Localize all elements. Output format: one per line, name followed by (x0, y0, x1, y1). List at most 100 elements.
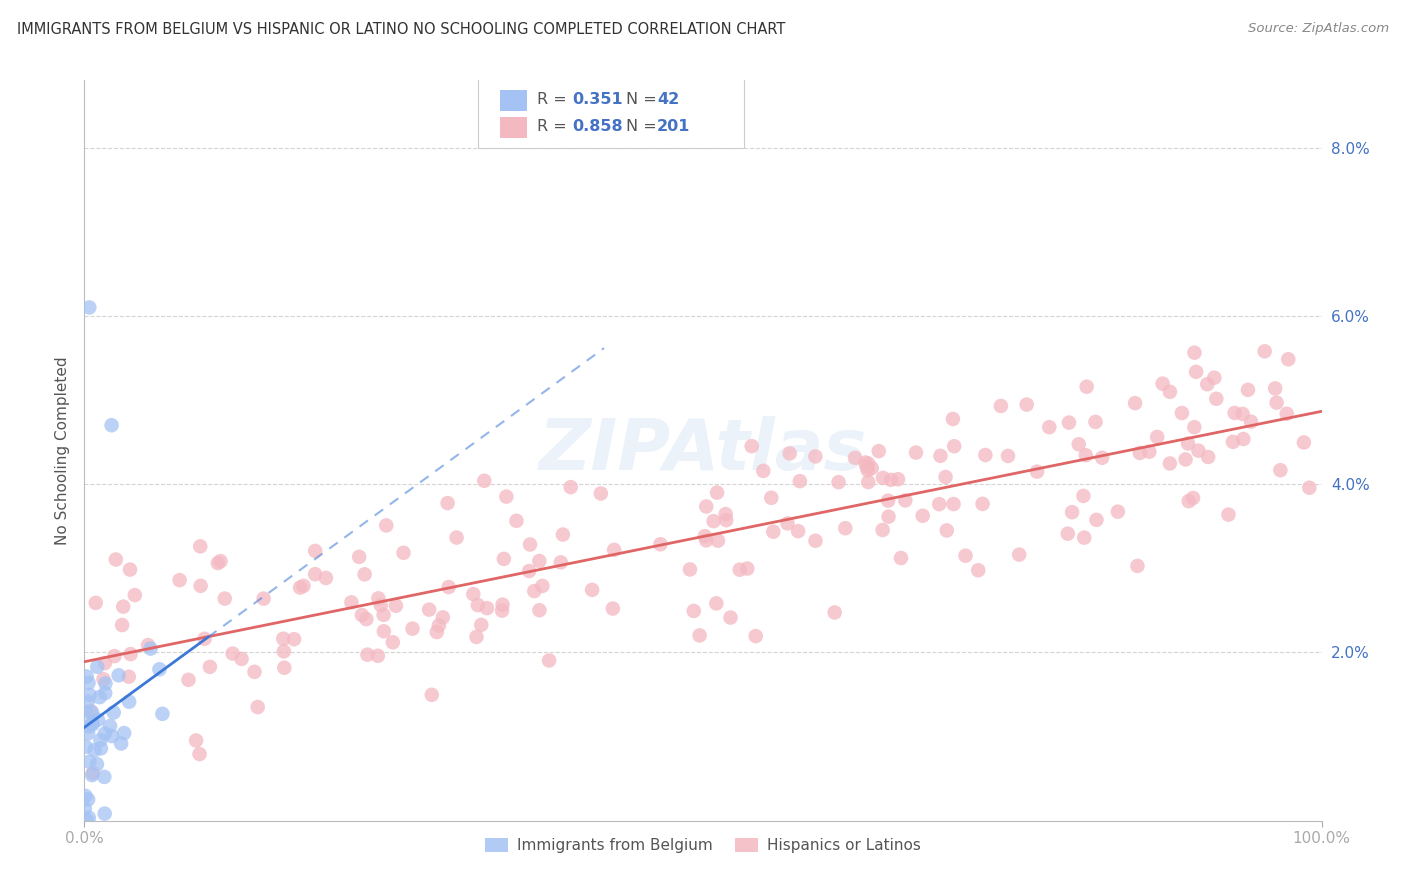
Point (824, 606, 846, 620)
Point (77, 719, 100, 733)
Point (86, 757, 108, 772)
Point (880, 473, 903, 487)
Point (188, 747, 211, 761)
Point (381, 635, 404, 649)
Point (188, 540, 211, 554)
Point (77, 811, 100, 825)
Point (779, 446, 801, 460)
Point (1091, 450, 1114, 465)
Point (432, 610, 454, 624)
Point (110, 737, 132, 751)
Point (77, 792, 100, 806)
Point (209, 554, 232, 568)
Point (470, 618, 492, 632)
Point (1129, 446, 1152, 460)
Point (1298, 481, 1320, 495)
Point (720, 610, 742, 624)
Point (84, 596, 107, 610)
Point (207, 556, 229, 570)
Point (1222, 434, 1244, 449)
Text: R =: R = (537, 93, 572, 107)
Point (491, 598, 513, 612)
Point (1232, 432, 1254, 446)
Text: 201: 201 (657, 119, 690, 134)
Point (1264, 381, 1286, 395)
Point (76, 695, 98, 709)
Point (194, 632, 217, 646)
Point (955, 549, 977, 563)
Point (682, 604, 704, 618)
Point (288, 581, 311, 595)
Point (1204, 370, 1226, 384)
Point (112, 599, 135, 614)
Point (703, 514, 725, 528)
Point (1057, 416, 1080, 430)
Point (89, 733, 111, 747)
Point (76, 669, 98, 683)
Point (1026, 465, 1049, 479)
Point (463, 587, 485, 601)
Point (304, 567, 326, 582)
Point (728, 563, 751, 577)
Point (872, 471, 894, 485)
Point (73, 802, 96, 816)
Point (550, 555, 572, 569)
Point (679, 562, 702, 576)
Point (602, 601, 624, 615)
Point (689, 628, 711, 642)
Point (1146, 430, 1168, 444)
Point (928, 497, 950, 511)
Point (776, 516, 799, 531)
Point (367, 591, 389, 606)
Point (118, 695, 141, 709)
Point (214, 591, 236, 606)
Point (1184, 345, 1206, 359)
Point (80, 768, 103, 782)
Text: 42: 42 (657, 93, 679, 107)
Point (827, 475, 849, 490)
Point (872, 523, 894, 537)
Point (79, 755, 101, 769)
Point (1185, 365, 1208, 379)
Point (517, 564, 540, 578)
Point (315, 571, 337, 585)
Point (356, 648, 378, 662)
Point (75, 739, 97, 754)
Point (75, 789, 97, 803)
Point (124, 588, 146, 602)
Point (83, 743, 105, 757)
Point (98, 719, 121, 733)
Point (94, 656, 117, 670)
Point (273, 661, 295, 675)
Point (465, 630, 488, 644)
Point (426, 625, 449, 640)
Point (427, 618, 450, 632)
Point (1177, 494, 1199, 508)
Point (367, 648, 389, 663)
Point (1270, 463, 1292, 477)
Point (877, 509, 900, 524)
Point (392, 546, 415, 560)
Point (693, 529, 716, 543)
Point (1056, 526, 1078, 541)
Point (112, 726, 135, 740)
Point (76, 814, 98, 828)
Point (246, 700, 269, 714)
Point (853, 456, 876, 470)
Point (120, 647, 142, 661)
Point (1218, 508, 1240, 522)
Point (304, 544, 326, 558)
Point (243, 665, 266, 679)
Point (1237, 383, 1260, 397)
Point (90, 741, 112, 756)
Point (340, 595, 363, 609)
Point (967, 563, 990, 577)
Point (856, 456, 879, 470)
Point (1174, 452, 1197, 467)
Point (94, 686, 117, 700)
Point (942, 412, 965, 426)
Point (80, 706, 103, 720)
Text: 0.858: 0.858 (572, 119, 623, 134)
Point (1275, 407, 1298, 421)
Point (890, 551, 912, 566)
